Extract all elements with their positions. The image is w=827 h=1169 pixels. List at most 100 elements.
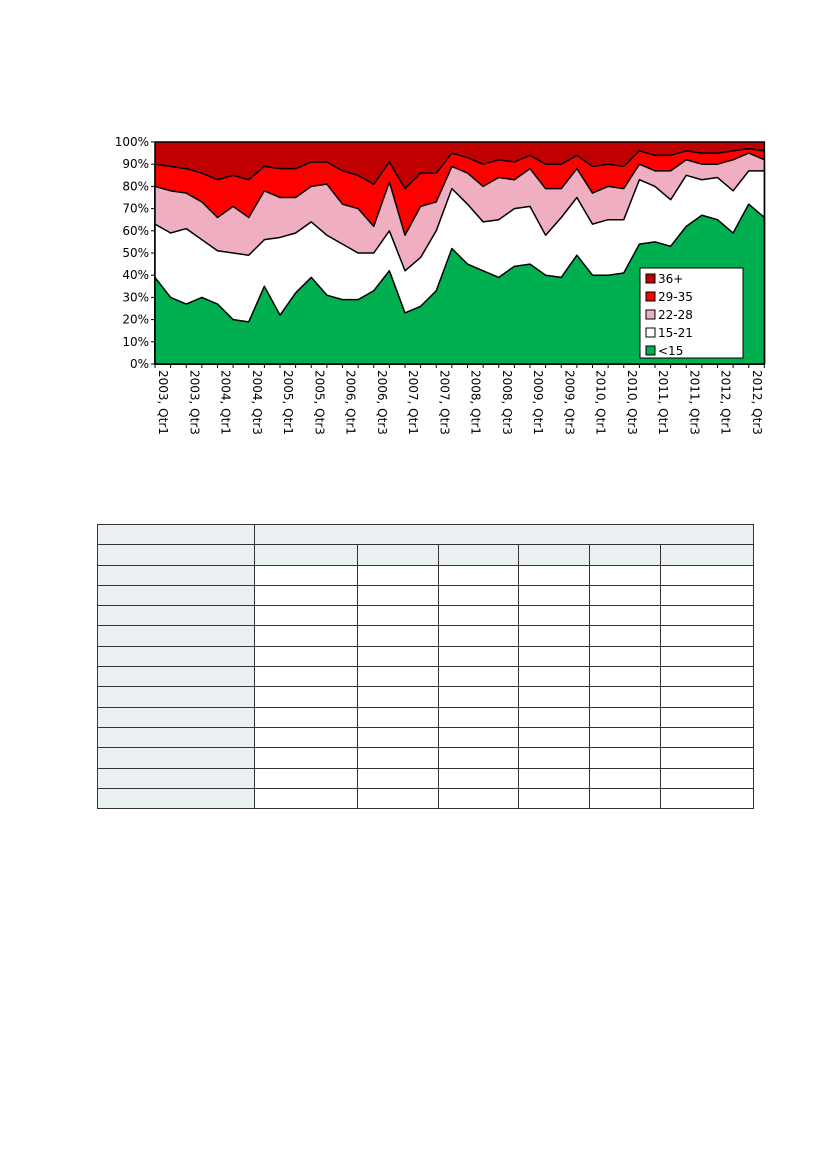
table-cell bbox=[357, 645, 439, 668]
table-cell bbox=[660, 544, 754, 566]
table-cell bbox=[97, 645, 255, 668]
table-cell bbox=[254, 523, 754, 546]
legend-label: 36+ bbox=[658, 272, 683, 286]
table-cell bbox=[660, 767, 754, 789]
x-tick-label: 2011, Qtr3 bbox=[687, 370, 701, 435]
table-cell bbox=[97, 787, 255, 810]
table-cell bbox=[97, 584, 255, 607]
table-cell bbox=[357, 747, 439, 769]
table-cell bbox=[438, 544, 519, 566]
y-tick-label: 70% bbox=[122, 202, 149, 216]
table-cell bbox=[357, 544, 439, 566]
table-cell bbox=[254, 747, 358, 769]
table-cell bbox=[254, 787, 358, 810]
table-cell bbox=[97, 564, 255, 586]
table-cell bbox=[660, 605, 754, 627]
table-cell bbox=[97, 726, 255, 749]
table-cell bbox=[254, 564, 358, 586]
table-cell bbox=[660, 726, 754, 749]
table-row bbox=[97, 767, 754, 789]
table-cell bbox=[589, 584, 661, 607]
x-tick-label: 2007, Qtr1 bbox=[406, 370, 420, 435]
x-tick-label: 2005, Qtr1 bbox=[281, 370, 295, 435]
x-tick-label: 2010, Qtr3 bbox=[625, 370, 639, 435]
legend: 36+ 29-35 22-28 15-21 <15 bbox=[639, 267, 744, 359]
table-cell bbox=[357, 706, 439, 728]
table-cell bbox=[518, 584, 590, 607]
x-tick-label: 2009, Qtr1 bbox=[531, 370, 545, 435]
table-cell bbox=[357, 666, 439, 688]
table-cell bbox=[518, 706, 590, 728]
y-tick-label: 30% bbox=[122, 290, 149, 304]
table-cell bbox=[97, 747, 255, 769]
x-tick-label: 2006, Qtr3 bbox=[375, 370, 389, 435]
x-tick-label: 2009, Qtr3 bbox=[562, 370, 576, 435]
table-cell bbox=[254, 706, 358, 728]
table-cell bbox=[438, 706, 519, 728]
table-cell bbox=[518, 787, 590, 810]
table-cell bbox=[357, 564, 439, 586]
legend-label: 29-35 bbox=[658, 290, 693, 304]
table-cell bbox=[660, 584, 754, 607]
table-cell bbox=[357, 787, 439, 810]
table-row bbox=[97, 544, 754, 566]
table-cell bbox=[97, 523, 255, 546]
table-cell bbox=[438, 726, 519, 749]
table-cell bbox=[518, 544, 590, 566]
table-cell bbox=[438, 625, 519, 647]
table-cell bbox=[97, 706, 255, 728]
table-cell bbox=[589, 625, 661, 647]
table-cell bbox=[254, 605, 358, 627]
x-axis: 2003, Qtr1 2003, Qtr3 2004, Qtr1 2004, Qtr3… bbox=[154, 364, 765, 435]
table-cell bbox=[589, 747, 661, 769]
table-cell bbox=[97, 625, 255, 647]
table-cell bbox=[589, 706, 661, 728]
x-tick-label: 2005, Qtr3 bbox=[312, 370, 326, 435]
table-cell bbox=[438, 787, 519, 810]
y-axis: 0% 10% 20% 30% 40% 50% 60% 70% 80% 90% 100% bbox=[115, 135, 765, 371]
table-row bbox=[97, 564, 754, 586]
table-cell bbox=[518, 686, 590, 708]
table-cell bbox=[589, 686, 661, 708]
table-row bbox=[97, 747, 754, 769]
legend-swatch bbox=[645, 291, 656, 302]
legend-box bbox=[639, 267, 744, 359]
y-tick-label: 0% bbox=[130, 357, 149, 371]
table-cell bbox=[97, 686, 255, 708]
x-tick-label: 2007, Qtr3 bbox=[437, 370, 451, 435]
table-cell bbox=[97, 544, 255, 566]
y-tick-label: 90% bbox=[122, 157, 149, 171]
table-cell bbox=[254, 584, 358, 607]
area-<15 bbox=[154, 203, 766, 365]
table-row bbox=[97, 605, 754, 627]
y-tick-label: 80% bbox=[122, 179, 149, 193]
x-tick-label: 2006, Qtr1 bbox=[344, 370, 358, 435]
table-cell bbox=[589, 767, 661, 789]
table-cell bbox=[254, 726, 358, 749]
table-cell bbox=[438, 666, 519, 688]
table-cell bbox=[589, 726, 661, 749]
table-cell bbox=[357, 605, 439, 627]
table-cell bbox=[518, 767, 590, 789]
legend-label: <15 bbox=[658, 344, 683, 358]
table-cell bbox=[254, 625, 358, 647]
table-row bbox=[97, 625, 754, 647]
table-cell bbox=[589, 666, 661, 688]
y-tick-label: 50% bbox=[122, 246, 149, 260]
x-tick-label: 2012, Qtr1 bbox=[719, 370, 733, 435]
table-cell bbox=[254, 666, 358, 688]
table-cell bbox=[660, 747, 754, 769]
table-cell bbox=[518, 666, 590, 688]
table-cell bbox=[97, 666, 255, 688]
table-cell bbox=[589, 645, 661, 668]
table-row bbox=[97, 523, 754, 546]
table-cell bbox=[589, 605, 661, 627]
table-cell bbox=[660, 787, 754, 810]
table-cell bbox=[254, 686, 358, 708]
y-tick-label: 10% bbox=[122, 335, 149, 349]
x-tick-label: 2010, Qtr1 bbox=[594, 370, 608, 435]
table-row bbox=[97, 706, 754, 728]
x-tick-label: 2008, Qtr3 bbox=[500, 370, 514, 435]
table-cell bbox=[518, 645, 590, 668]
data-table bbox=[97, 523, 754, 810]
